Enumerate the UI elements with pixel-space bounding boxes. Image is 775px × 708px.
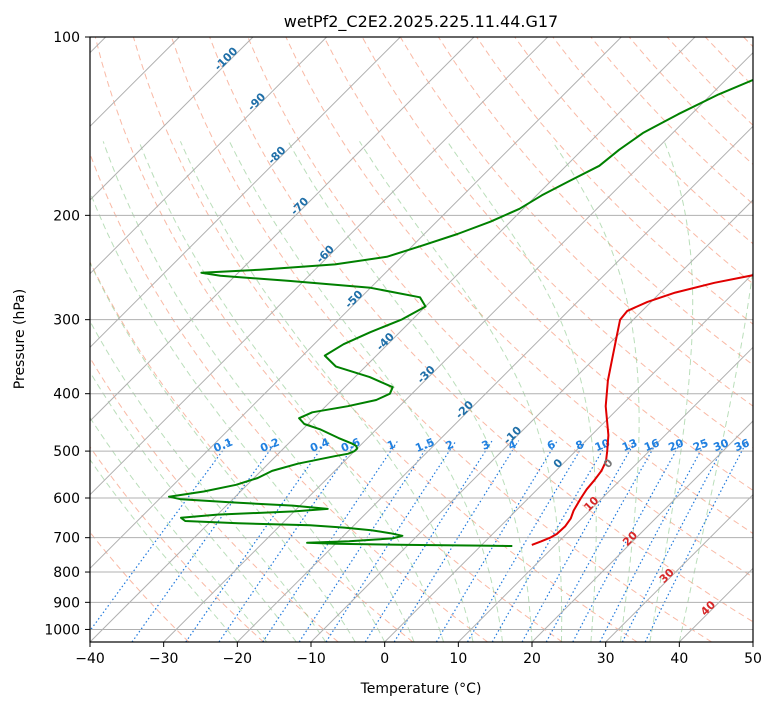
- mixing-ratio-line: [435, 440, 558, 642]
- mixing-ratio-label: 8: [574, 438, 586, 453]
- dry-adiabat-line: [209, 37, 753, 623]
- isobar-lines: [90, 37, 753, 630]
- mixing-ratio-line: [262, 440, 399, 642]
- mixing-ratio-line: [466, 440, 587, 642]
- dry-adiabat-line: [285, 37, 753, 535]
- dewpoint-profile-line: [168, 78, 753, 547]
- isotherm-line: [531, 420, 753, 642]
- y-tick-label: 300: [53, 313, 80, 329]
- isotherm-line: [90, 37, 328, 275]
- isotherm-line: [457, 346, 753, 642]
- y-tick-label: 500: [53, 444, 80, 460]
- dry-adiabat-line: [132, 37, 638, 642]
- isotherm-line: [90, 37, 696, 642]
- mixing-ratio-line: [644, 440, 748, 642]
- y-tick-label: 900: [53, 595, 80, 611]
- isotherm-line: [310, 199, 753, 642]
- x-tick-label: −20: [223, 651, 253, 667]
- dry-adiabat-line: [90, 446, 264, 642]
- chart-title: wetPf2_C2E2.2025.225.11.44.G17: [284, 12, 558, 32]
- isotherm-line: [90, 37, 549, 496]
- plot-area: -100-90-80-70-60-50-40-30-20-10010203040…: [90, 37, 753, 642]
- mixing-ratio-line: [364, 440, 493, 642]
- dry-adiabat-line: [247, 37, 753, 578]
- mixing-ratio-label: 20: [666, 436, 685, 454]
- x-tick-label: 50: [744, 651, 762, 667]
- isotherm-line: [605, 493, 753, 642]
- dry-adiabat-line: [90, 260, 414, 642]
- x-tick-label: 10: [449, 651, 467, 667]
- dry-adiabats: [90, 37, 753, 642]
- isotherm-line: [90, 37, 254, 201]
- mixing-ratio-label: 16: [642, 436, 661, 454]
- mixing-ratio-line: [325, 440, 457, 642]
- y-tick-label: 1000: [44, 622, 80, 638]
- mixing-ratio-line: [131, 440, 278, 642]
- x-tick-label: −30: [149, 651, 179, 667]
- x-axis: −40 −30 −20 −10 0 10 20 30 40 50: [75, 642, 762, 667]
- x-tick-label: 30: [597, 651, 615, 667]
- mixing-ratio-line: [90, 440, 231, 632]
- mixing-ratio-line: [185, 440, 328, 642]
- isotherm-line: [90, 37, 401, 349]
- dry-adiabat-line: [323, 37, 753, 491]
- y-tick-label: 600: [53, 491, 80, 507]
- x-tick-label: −40: [75, 651, 105, 667]
- y-tick-label: 800: [53, 565, 80, 581]
- y-tick-label: 100: [53, 30, 80, 46]
- mixing-ratio-label: 1: [385, 438, 397, 453]
- y-tick-label: 400: [53, 387, 80, 403]
- plot-frame: [89, 36, 754, 643]
- y-tick-label: 700: [53, 531, 80, 547]
- mixing-ratio-line: [521, 440, 637, 642]
- mixing-ratio-label: 13: [620, 436, 639, 454]
- dry-adiabat-line: [514, 37, 753, 285]
- isotherm-line: [163, 51, 753, 642]
- mixing-ratio-label: 25: [691, 436, 710, 454]
- mixing-ratio-label: 30: [712, 436, 731, 454]
- isotherm-line: [90, 37, 475, 422]
- mixing-ratio-line: [572, 440, 683, 642]
- y-axis-label: Pressure (hPa): [12, 289, 28, 389]
- isotherm-line: [90, 37, 622, 570]
- y-tick-label: 200: [53, 208, 80, 224]
- y-axis: 100 200 300 400 500 600 700 800 900 1000: [44, 30, 90, 638]
- mixing-ratio-lines: [90, 440, 748, 642]
- x-tick-label: 40: [670, 651, 688, 667]
- isotherm-line: [384, 272, 753, 642]
- dry-adiabat-line: [476, 37, 753, 325]
- isotherm-lines: [90, 37, 753, 642]
- x-tick-label: 0: [380, 651, 389, 667]
- mixing-ratio-label: 3: [480, 438, 492, 453]
- mixing-ratio-line: [298, 440, 432, 642]
- mixing-ratio-line: [545, 440, 659, 642]
- x-tick-label: −10: [296, 651, 326, 667]
- mixing-ratio-line: [491, 440, 609, 642]
- dry-adiabat-line: [94, 37, 563, 642]
- x-axis-label: Temperature (°C): [360, 681, 482, 697]
- mixing-ratio-label: 2: [444, 438, 456, 453]
- profile-series: [168, 78, 753, 547]
- dry-adiabat-line: [90, 356, 339, 642]
- x-tick-label: 20: [523, 651, 541, 667]
- temperature-profile-line: [531, 274, 753, 546]
- mixing-ratio-label: 36: [732, 436, 751, 454]
- mixing-ratio-labels: 0.1 0.2 0.4 0.6 1 1.5 2 3 4 6 8 10 13 16 20 25 30 36: [212, 435, 752, 454]
